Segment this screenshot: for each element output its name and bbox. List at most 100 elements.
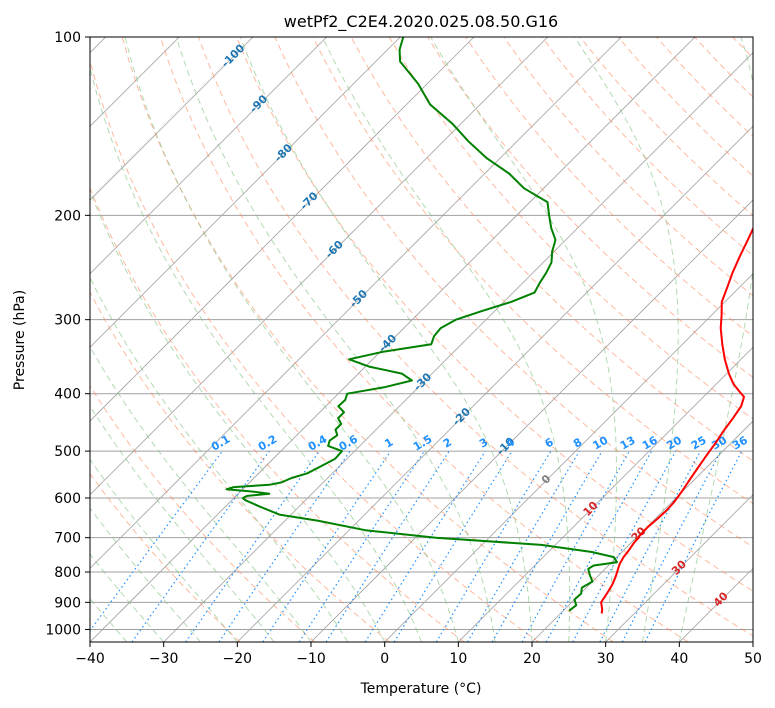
mixing-ratio-label: 13 (618, 434, 638, 453)
chart-title: wetPf2_C2E4.2020.025.08.50.G16 (284, 12, 558, 32)
isotherm-label: -60 (323, 238, 346, 261)
moist-adiabat (90, 553, 165, 642)
dry-adiabat (541, 37, 753, 257)
mixing-ratio-label: 8 (571, 436, 584, 451)
isotherm-line (90, 37, 401, 348)
moist-adiabat (574, 37, 679, 642)
mixing-ratio-label: 2 (441, 436, 454, 451)
y-tick-label: 600 (54, 491, 81, 507)
y-tick-label: 800 (54, 565, 81, 581)
y-tick-label: 900 (54, 595, 81, 611)
moist-adiabat (90, 405, 275, 642)
mixing-ratio-label: 10 (591, 433, 611, 452)
dry-adiabat (90, 291, 390, 642)
isotherm-label: -80 (272, 141, 295, 164)
moist-adiabat (90, 507, 201, 642)
isotherm-line (163, 52, 753, 642)
moist-adiabat (90, 345, 312, 642)
y-tick-label: 1000 (45, 622, 81, 638)
moist-adiabat (90, 276, 349, 642)
y-tick-label: 100 (54, 30, 81, 46)
dry-adiabat (90, 384, 316, 642)
dry-adiabat (388, 37, 753, 420)
mixing-ratio-line (185, 450, 320, 642)
dry-adiabat (236, 37, 753, 592)
mixing-ratio-line (364, 450, 486, 642)
y-axis-title: Pressure (hPa) (12, 290, 28, 390)
dry-adiabat (312, 37, 753, 505)
x-axis-title: Temperature (°C) (360, 681, 482, 697)
isotherm-label: 0 (539, 472, 554, 487)
moist-adiabat (239, 37, 533, 642)
moist-adiabat (90, 458, 238, 642)
mixing-ratio-line (325, 450, 450, 642)
plot-frame (89, 36, 754, 643)
moist-adiabat (678, 37, 753, 642)
x-tick-label: −20 (223, 651, 253, 667)
mixing-ratio-line (131, 450, 270, 642)
moist-adiabat (124, 37, 459, 642)
mixing-ratio-label: 25 (689, 434, 709, 453)
dry-adiabat (426, 37, 753, 378)
isotherm-line (752, 641, 753, 642)
temperature-line (600, 226, 753, 614)
isotherm-line (90, 37, 475, 422)
mixing-ratio-line (90, 450, 223, 632)
isotherm-line (237, 125, 753, 642)
dry-adiabat (159, 37, 689, 642)
isotherm-line (90, 37, 548, 496)
moist-adiabat (90, 65, 422, 642)
isotherm-line (310, 199, 753, 642)
x-tick-label: −30 (149, 651, 179, 667)
x-tick-label: 30 (597, 651, 615, 667)
y-tick-label: 400 (54, 387, 81, 403)
x-tick-label: 50 (744, 651, 762, 667)
mixing-ratio-line (599, 450, 702, 642)
dry-adiabat (350, 37, 753, 462)
isotherm-label: -70 (297, 189, 320, 212)
isotherm-label: 20 (629, 524, 649, 544)
isotherm-label: 40 (711, 589, 731, 609)
isotherm-line (531, 420, 753, 642)
moist-adiabat (322, 37, 571, 642)
x-tick-label: 20 (523, 651, 541, 667)
mixing-ratio-line (572, 450, 677, 642)
dry-adiabat (656, 37, 753, 138)
mixing-ratio-label: 0.1 (209, 433, 232, 454)
dry-adiabat (90, 472, 241, 642)
mixing-ratio-label: 0.2 (256, 433, 279, 454)
y-tick-label: 700 (54, 531, 81, 547)
y-tick-label: 300 (54, 313, 81, 329)
mixing-ratio-label: 16 (640, 433, 660, 452)
mixing-ratio-line (644, 450, 743, 642)
mixing-ratio-line (521, 450, 631, 642)
mixing-ratio-label: 0.4 (306, 432, 330, 453)
x-axis: −40 −30 −20 −10 0 10 20 30 40 50 (75, 642, 762, 667)
mixing-ratio-label: 1 (382, 436, 395, 451)
mixing-ratio-line (435, 450, 552, 642)
moist-adiabat (175, 37, 496, 642)
isotherm-label: -90 (247, 92, 270, 115)
isotherm-line (458, 346, 753, 642)
isotherm-line (605, 494, 753, 642)
profile-lines (225, 37, 753, 614)
moist-adiabat (90, 189, 386, 642)
mixing-ratio-label: 36 (730, 433, 750, 452)
dry-adiabat (121, 37, 614, 642)
y-axis: 100 200 300 400 500 600 700 800 900 1000 (45, 30, 90, 638)
isotherm-label: 10 (581, 499, 601, 519)
background-lines (90, 37, 753, 642)
x-tick-label: 10 (449, 651, 467, 667)
mixing-ratio-line (466, 450, 580, 642)
dry-adiabat (694, 37, 753, 98)
y-tick-label: 200 (54, 208, 81, 224)
x-tick-label: −40 (75, 651, 105, 667)
dry-adiabat (503, 37, 753, 297)
dry-adiabat (465, 37, 753, 338)
dewpoint-line (225, 37, 618, 612)
x-tick-label: −10 (296, 651, 326, 667)
mixing-ratio-line (393, 450, 513, 642)
mixing-ratio-label: 20 (664, 433, 684, 452)
